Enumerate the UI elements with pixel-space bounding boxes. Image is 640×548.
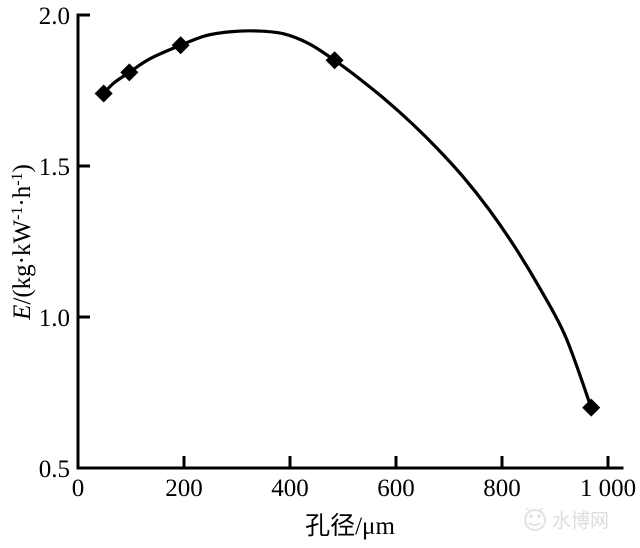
- data-point-marker: [120, 63, 139, 82]
- series-markers: [94, 36, 601, 417]
- y-axis-title: E/(kg·kW-1·h-1): [9, 164, 36, 321]
- y-tick-label-0p5: 0.5: [39, 456, 70, 483]
- x-tick-label-800: 800: [483, 475, 521, 502]
- y-tick-label-2p0: 2.0: [39, 3, 70, 30]
- data-point-marker: [171, 36, 190, 55]
- x-tick-label-600: 600: [377, 475, 415, 502]
- y-tick-label-1p5: 1.5: [39, 154, 70, 181]
- watermark-label: 水博网: [552, 510, 609, 532]
- data-point-marker: [582, 398, 601, 417]
- y-axis-title-open: /(kg·kW: [9, 220, 36, 305]
- x-tick-label-0: 0: [72, 475, 85, 502]
- x-axis-ticks: [76, 456, 610, 468]
- svg-text:E/(kg·kW-1·h-1): E/(kg·kW-1·h-1): [9, 164, 36, 321]
- y-axis-title-mid: ·h: [9, 185, 36, 206]
- y-axis-title-close: ): [9, 164, 36, 172]
- y-tick-label-1p0: 1.0: [39, 305, 70, 332]
- y-tick-labels: 2.0 1.5 1.0 0.5: [39, 3, 70, 483]
- data-series-E: [94, 29, 601, 417]
- x-tick-label-400: 400: [271, 475, 309, 502]
- y-axis-title-exp1: -1: [9, 207, 26, 220]
- axis-spines: [76, 13, 624, 470]
- smiley-circle-icon: [524, 507, 546, 531]
- x-tick-label-1000: 1 000: [580, 475, 636, 502]
- y-axis-ticks: [78, 13, 90, 470]
- data-point-marker: [325, 51, 344, 70]
- y-axis-title-symbol: E: [9, 305, 36, 321]
- y-axis-title-exp2: -1: [9, 172, 26, 185]
- x-tick-label-200: 200: [165, 475, 203, 502]
- x-tick-labels: 0 200 400 600 800 1 000: [72, 475, 636, 502]
- data-point-marker: [94, 84, 113, 103]
- x-axis-title: 孔径/μm: [305, 512, 395, 540]
- watermark: 水博网: [524, 507, 609, 532]
